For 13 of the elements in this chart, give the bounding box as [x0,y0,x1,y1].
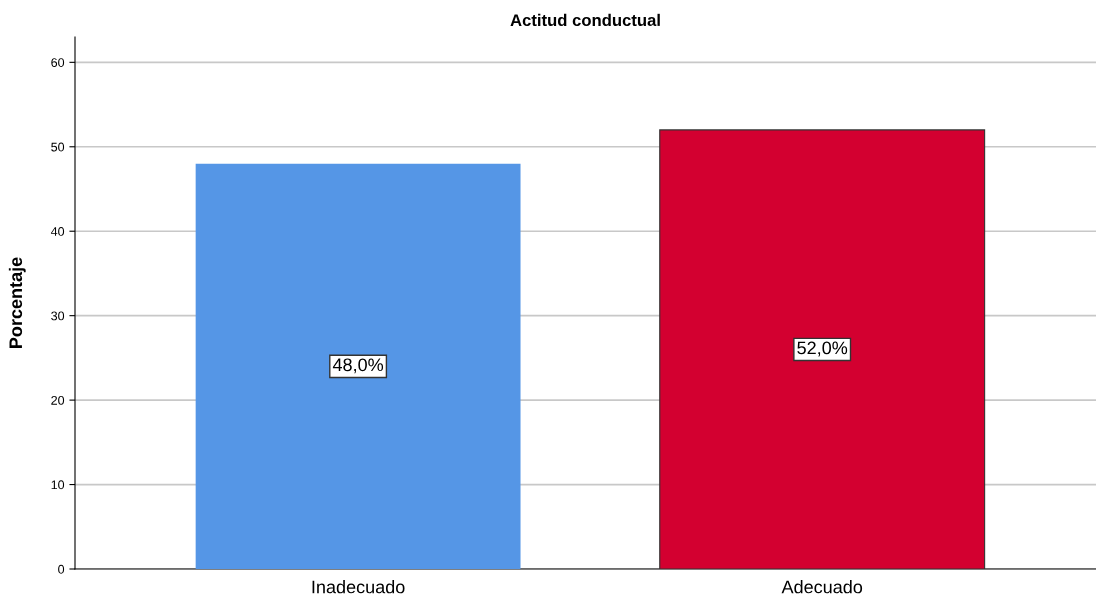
chart-title: Actitud conductual [510,13,660,27]
y-tick-label: 20 [51,395,65,405]
y-tick-label: 30 [51,311,65,321]
y-tick-label: 60 [51,58,65,67]
y-tick-label: 40 [50,227,65,236]
x-tick-label: Inadecuado [312,580,405,594]
y-tick-label: 50 [51,142,65,152]
x-tick-label: Adecuado [781,580,863,594]
y-tick-label: 10 [51,480,65,490]
y-tick-label: 0 [58,564,65,574]
y-axis-title: Porcentaje [8,257,26,348]
data-label: 48,0% [332,358,384,374]
data-label: 52,0% [797,341,848,357]
